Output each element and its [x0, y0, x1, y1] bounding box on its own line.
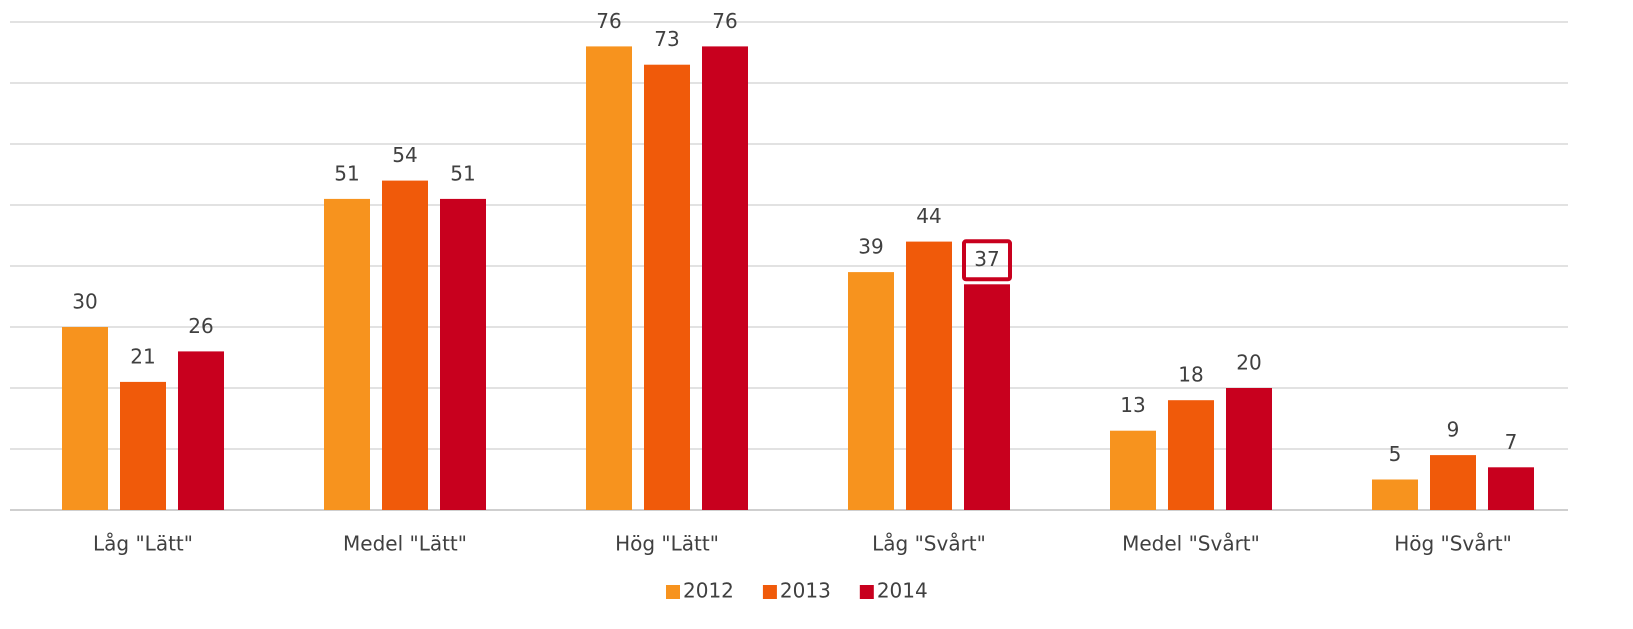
legend-label: 2014: [877, 579, 928, 603]
bar: [1110, 430, 1156, 510]
data-label: 26: [188, 314, 213, 338]
legend-swatch: [859, 585, 874, 599]
bar: [382, 180, 428, 510]
bar: [1372, 479, 1418, 510]
data-label: 21: [130, 344, 155, 368]
bar: [586, 46, 632, 511]
legend-label: 2013: [780, 579, 831, 603]
x-tick-label: Låg "Lätt": [93, 532, 193, 556]
bar: [440, 198, 486, 510]
bar: [62, 327, 108, 510]
data-label: 51: [334, 161, 359, 185]
bar: [644, 64, 690, 510]
data-label: 76: [712, 9, 737, 33]
legend-swatch: [666, 585, 680, 599]
highlight-box: [962, 239, 1012, 282]
x-tick-label: Hög "Svårt": [1394, 532, 1512, 556]
x-tick-label: Låg "Svårt": [872, 532, 986, 556]
data-label: 20: [1236, 351, 1261, 375]
data-label: 13: [1120, 393, 1145, 417]
data-label: 51: [450, 161, 475, 185]
legend-swatch: [762, 585, 777, 599]
bar: [1168, 400, 1214, 510]
bar: [1430, 455, 1476, 510]
data-label: 76: [596, 9, 621, 33]
data-label: 37: [974, 247, 999, 271]
data-label: 18: [1178, 363, 1203, 387]
bar: [848, 272, 894, 510]
bar: [324, 198, 370, 510]
bar: [702, 46, 748, 511]
data-label: 5: [1389, 442, 1402, 466]
x-tick-label: Medel "Svårt": [1122, 532, 1260, 556]
bar: [120, 381, 166, 510]
bar: [178, 351, 224, 510]
bar: [1488, 467, 1534, 510]
data-label: 44: [916, 204, 941, 228]
x-tick-label: Hög "Lätt": [615, 532, 719, 556]
data-label: 7: [1505, 430, 1518, 454]
data-label: 9: [1447, 418, 1460, 442]
data-label: 39: [858, 235, 883, 259]
bar: [1226, 388, 1272, 510]
data-label: 54: [392, 143, 417, 167]
data-label: 30: [72, 290, 97, 314]
legend-label: 2012: [683, 579, 734, 603]
data-label: 73: [654, 27, 679, 51]
bar: [906, 241, 952, 510]
x-tick-label: Medel "Lätt": [343, 532, 467, 556]
bar: [964, 284, 1010, 510]
